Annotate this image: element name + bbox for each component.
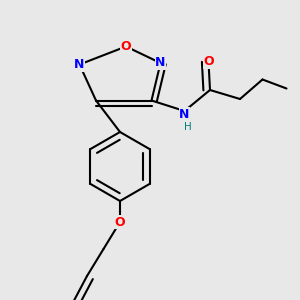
- Text: N: N: [155, 56, 166, 70]
- Text: H: H: [184, 122, 191, 133]
- Text: O: O: [203, 55, 214, 68]
- Text: N: N: [74, 58, 85, 71]
- Text: O: O: [121, 40, 131, 53]
- Text: O: O: [115, 215, 125, 229]
- Text: N: N: [179, 107, 190, 121]
